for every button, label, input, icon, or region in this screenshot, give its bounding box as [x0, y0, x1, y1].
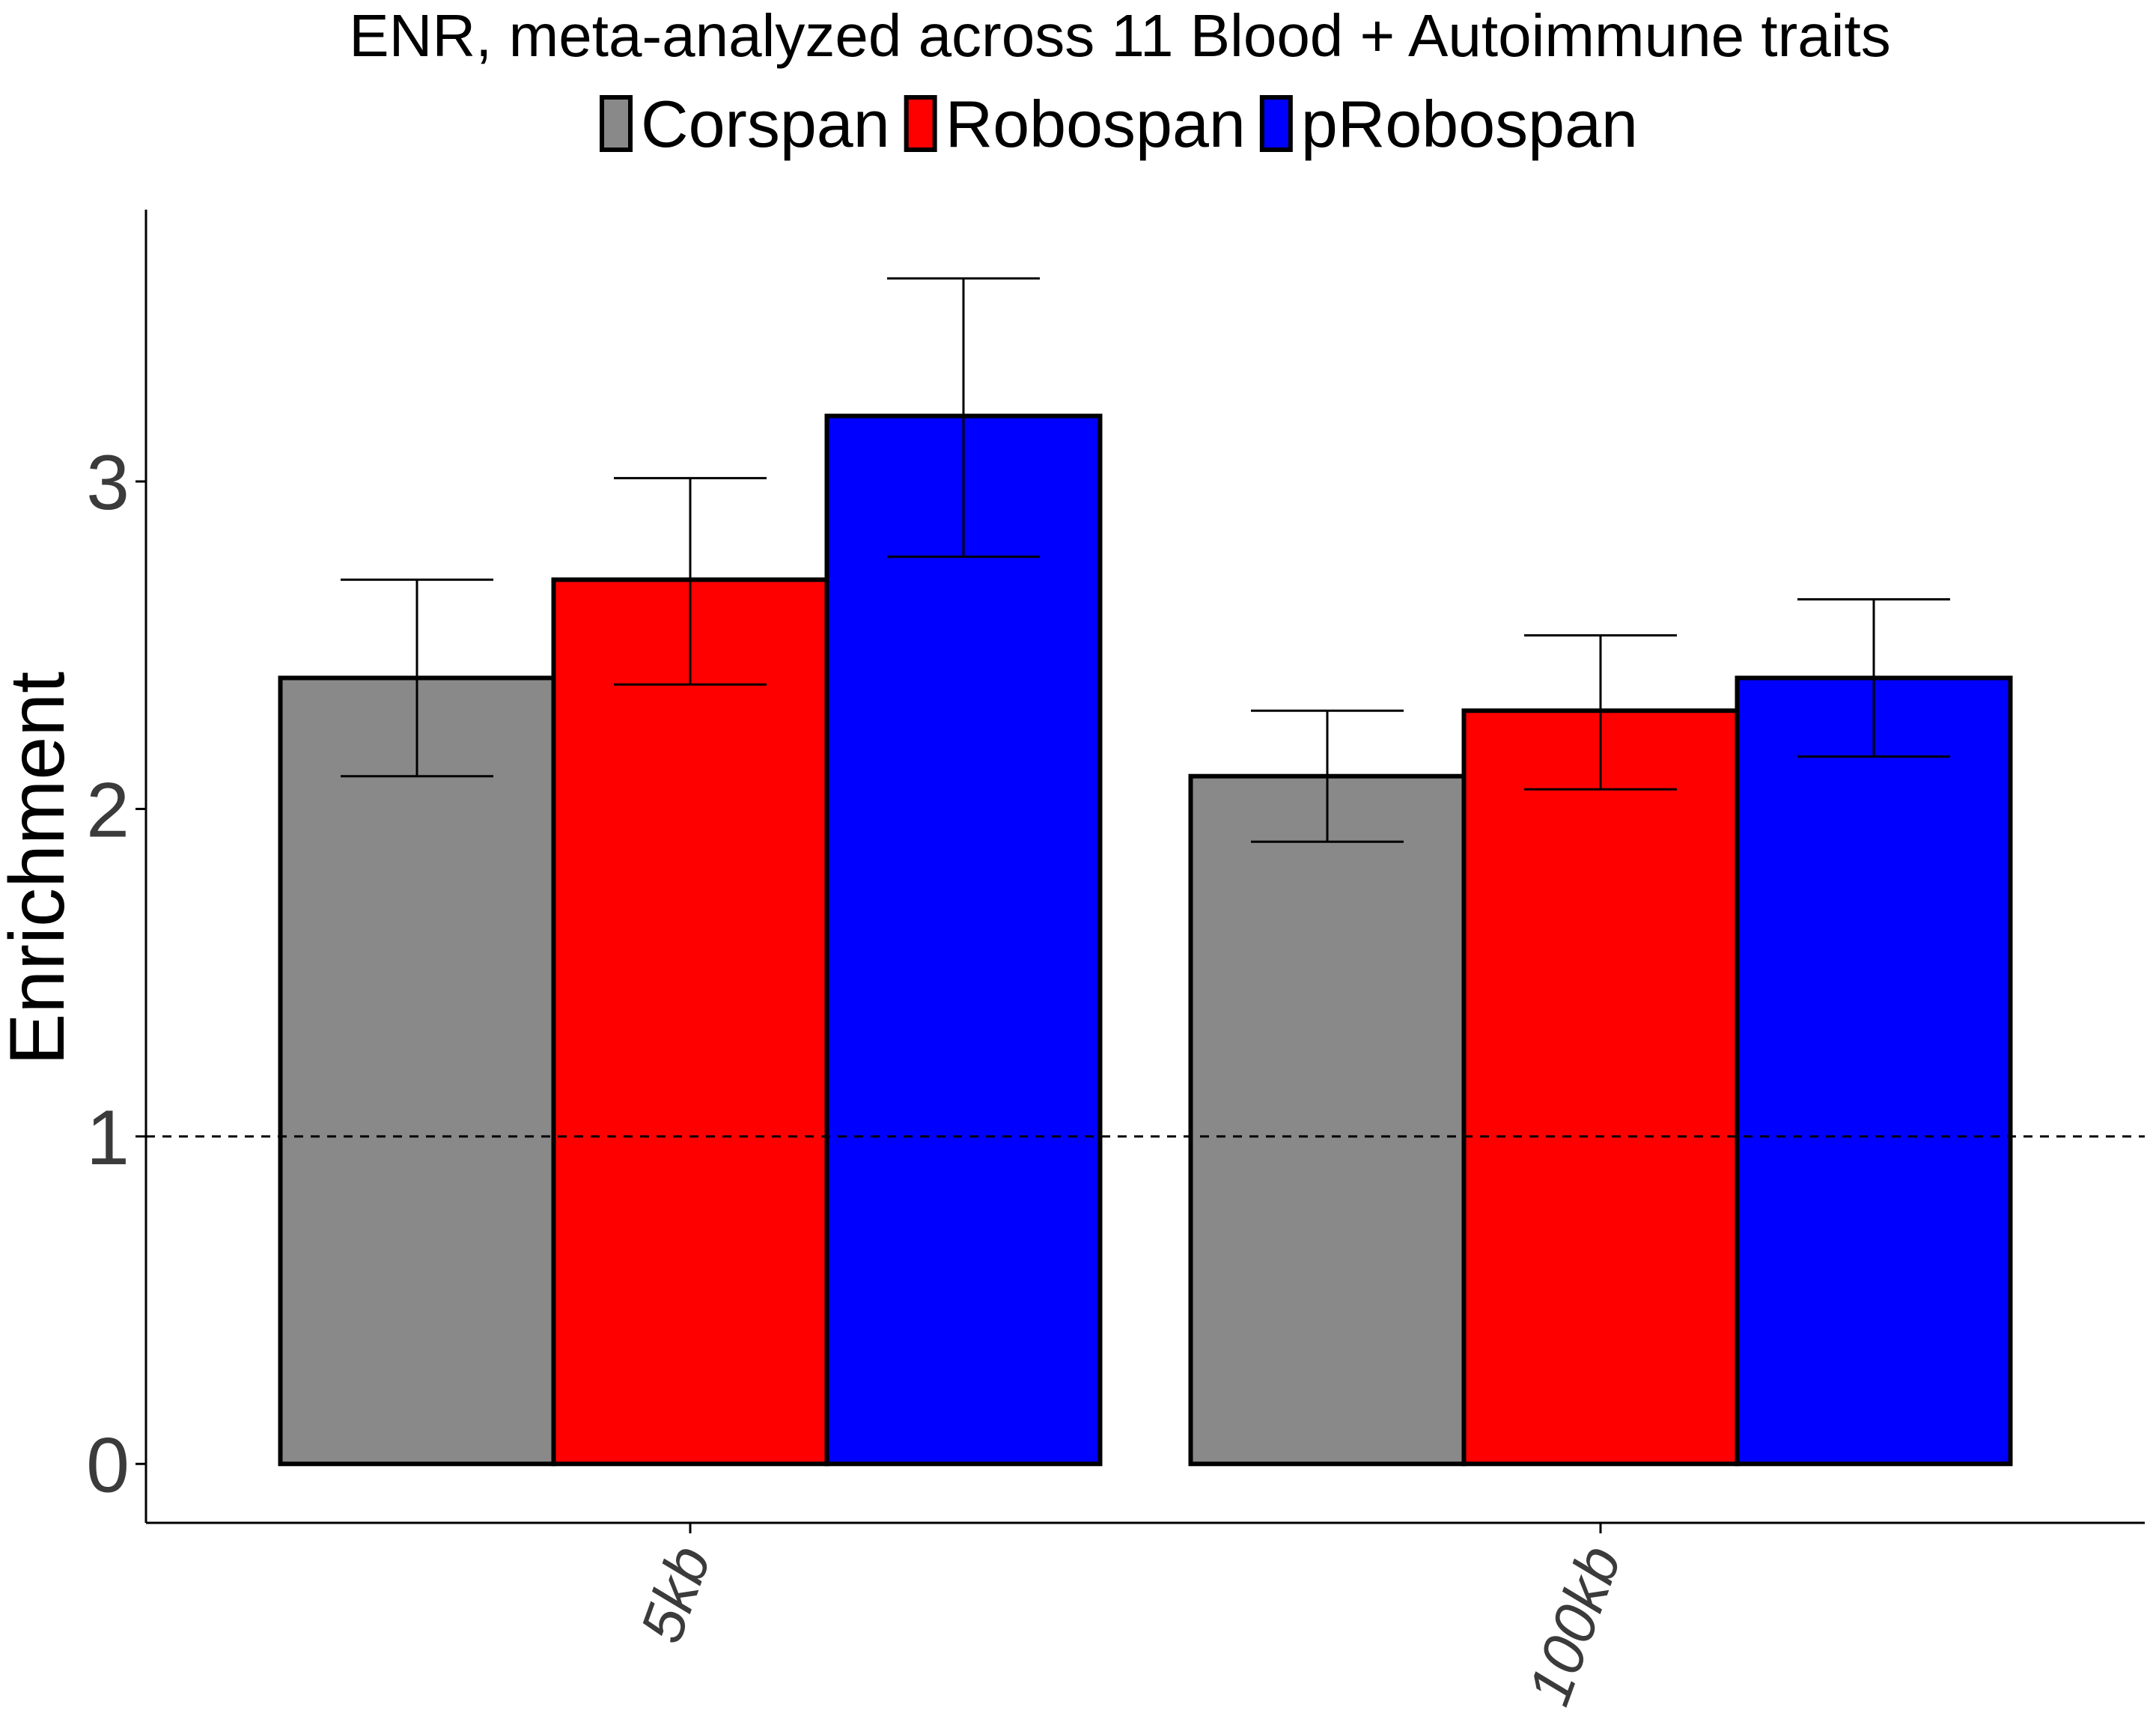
error-bars-group — [341, 277, 1950, 843]
legend-item-probospan: pRobospan — [1259, 87, 1638, 161]
legend: Corspan Robospan pRobospan — [600, 87, 1638, 161]
legend-key-robospan — [904, 95, 937, 152]
error-bar-corspan-5kb — [341, 578, 493, 778]
error-bar-robospan-100kb — [1524, 634, 1677, 791]
error-bar-probospan-5kb — [887, 277, 1040, 559]
error-bar-corspan-100kb — [1251, 709, 1404, 843]
legend-label-robospan: Robospan — [945, 87, 1246, 161]
bar-corspan-5kb — [278, 675, 556, 1467]
bars-group — [278, 413, 2013, 1467]
bar-probospan-100kb — [1735, 675, 2013, 1467]
bar-robospan-5kb — [551, 577, 829, 1467]
bar-corspan-100kb — [1188, 773, 1467, 1467]
plot-area: 0 1 2 3 5kb 100kb — [86, 210, 2145, 1714]
chart-title: ENR, meta-analyzed across 11 Blood + Aut… — [349, 2, 1891, 69]
y-tick-label: 2 — [86, 767, 130, 854]
y-ticks: 0 1 2 3 — [86, 439, 146, 1509]
legend-item-corspan: Corspan — [600, 87, 890, 161]
legend-key-corspan — [600, 95, 633, 152]
y-tick-label: 1 — [86, 1095, 130, 1181]
legend-label-probospan: pRobospan — [1301, 87, 1638, 161]
x-ticks: 5kb 100kb — [627, 1523, 1633, 1714]
error-bar-probospan-100kb — [1797, 598, 1950, 758]
x-tick-label: 5kb — [627, 1537, 723, 1651]
legend-label-corspan: Corspan — [641, 87, 890, 161]
error-bar-robospan-5kb — [614, 477, 767, 686]
y-tick-label: 3 — [86, 439, 130, 526]
legend-key-probospan — [1259, 95, 1293, 152]
legend-item-robospan: Robospan — [904, 87, 1246, 161]
bar-probospan-5kb — [824, 413, 1103, 1467]
x-tick-label: 100kb — [1515, 1537, 1633, 1713]
bar-robospan-100kb — [1461, 708, 1740, 1467]
y-tick-label: 0 — [86, 1422, 130, 1509]
y-axis-label: Enrichment — [0, 672, 81, 1065]
